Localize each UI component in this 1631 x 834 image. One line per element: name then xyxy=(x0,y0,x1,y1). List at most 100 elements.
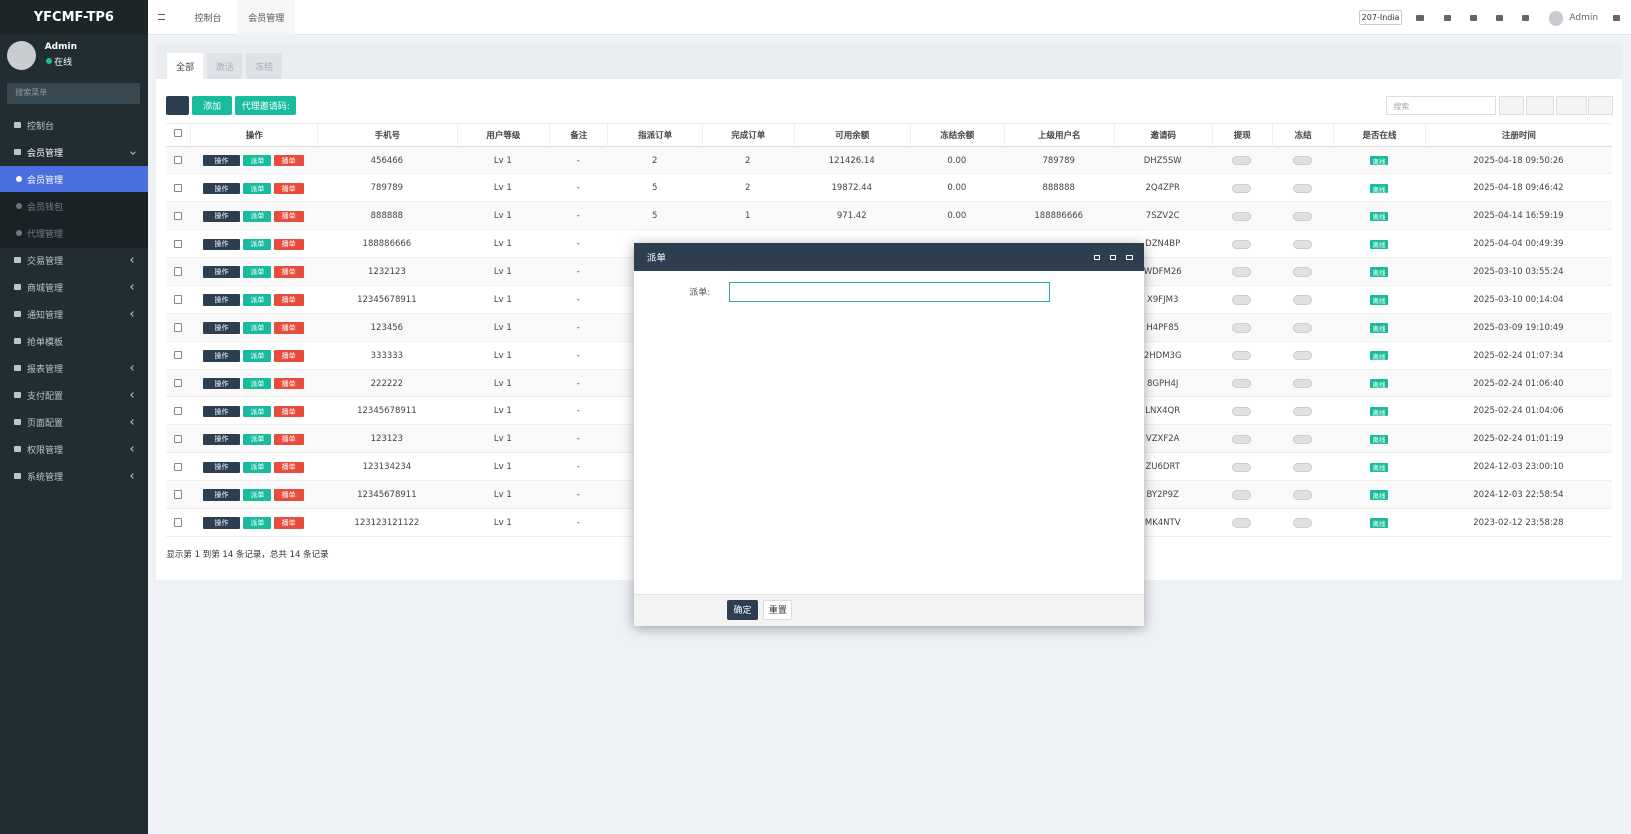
menu-item[interactable]: 控制台 xyxy=(27,121,55,132)
menu-item[interactable]: 报表管理 xyxy=(27,365,64,376)
toggle[interactable] xyxy=(1232,323,1252,333)
toggle[interactable] xyxy=(1232,434,1252,445)
checkbox[interactable] xyxy=(173,462,182,471)
column-header[interactable]: 用户等级 xyxy=(456,122,550,147)
lang-select[interactable]: 207-India xyxy=(1359,10,1402,25)
panel-tab[interactable]: 全部 xyxy=(167,53,203,80)
row-action-btn[interactable]: 操作 xyxy=(202,294,241,306)
column-header[interactable]: 完成订单 xyxy=(702,122,794,147)
invite-btn[interactable]: 代理邀请码: xyxy=(235,95,297,116)
top-tab[interactable]: 控制台 xyxy=(194,14,222,25)
toggle[interactable] xyxy=(1232,462,1252,472)
row-action-btn[interactable]: 操作 xyxy=(202,154,241,167)
column-header[interactable]: 邀请码 xyxy=(1113,122,1212,147)
row-action-btn[interactable]: 操作 xyxy=(202,377,241,390)
top-icon[interactable] xyxy=(1613,14,1621,21)
row-action-btn[interactable]: 派单 xyxy=(243,377,272,390)
top-user[interactable]: Admin xyxy=(1569,12,1599,23)
modal-control[interactable] xyxy=(1126,254,1133,260)
checkbox[interactable] xyxy=(173,211,182,221)
toggle[interactable] xyxy=(1293,323,1312,333)
menu-item[interactable]: 权限管理 xyxy=(27,446,64,457)
toggle[interactable] xyxy=(1232,211,1252,222)
toggle[interactable] xyxy=(1293,490,1312,500)
row-action-btn[interactable]: 播单 xyxy=(273,489,304,501)
row-action-btn[interactable]: 操作 xyxy=(202,210,241,223)
tool-btn[interactable] xyxy=(1555,95,1588,116)
panel-tab[interactable]: 冻结 xyxy=(246,53,282,80)
top-icon[interactable] xyxy=(1443,14,1451,21)
submenu-item[interactable]: 代理管理 xyxy=(27,229,64,240)
checkbox[interactable] xyxy=(173,378,182,388)
refresh-btn[interactable] xyxy=(166,95,190,116)
column-header[interactable]: 备注 xyxy=(549,122,607,147)
row-action-btn[interactable]: 操作 xyxy=(202,489,241,501)
checkbox[interactable] xyxy=(173,406,182,416)
row-action-btn[interactable]: 操作 xyxy=(202,266,241,278)
table-search[interactable]: 搜索 xyxy=(1386,95,1496,116)
row-action-btn[interactable]: 派单 xyxy=(243,517,272,529)
checkbox[interactable] xyxy=(173,434,182,444)
row-action-btn[interactable]: 播单 xyxy=(273,461,304,473)
modal-control[interactable] xyxy=(1094,254,1101,260)
tool-btn[interactable] xyxy=(1588,95,1614,116)
column-header[interactable]: 上级用户名 xyxy=(1003,122,1114,147)
row-action-btn[interactable]: 播单 xyxy=(273,266,304,278)
toggle[interactable] xyxy=(1293,183,1312,194)
toggle[interactable] xyxy=(1293,239,1312,249)
menu-search[interactable]: 搜索菜单 xyxy=(7,83,141,104)
checkbox[interactable] xyxy=(173,183,182,193)
tool-btn[interactable] xyxy=(1525,95,1554,116)
menu-item[interactable]: 支付配置 xyxy=(27,392,64,403)
toggle[interactable] xyxy=(1293,267,1312,277)
toggle[interactable] xyxy=(1232,378,1252,389)
checkbox[interactable] xyxy=(173,518,182,527)
toggle[interactable] xyxy=(1293,295,1312,305)
checkbox[interactable] xyxy=(173,323,182,332)
panel-tab[interactable]: 激活 xyxy=(206,53,243,80)
submenu-item[interactable]: 会员钱包 xyxy=(27,202,64,213)
menu-item[interactable]: 商城管理 xyxy=(27,284,64,295)
checkbox[interactable] xyxy=(173,239,182,248)
row-action-btn[interactable]: 派单 xyxy=(243,350,272,362)
toggle[interactable] xyxy=(1232,518,1252,528)
checkbox[interactable] xyxy=(173,156,182,165)
column-header[interactable]: 冻结余额 xyxy=(910,122,1004,147)
row-action-btn[interactable]: 播单 xyxy=(273,182,304,195)
confirm-btn[interactable]: 确定 xyxy=(726,600,759,620)
row-action-btn[interactable]: 播单 xyxy=(273,294,304,306)
top-icon[interactable] xyxy=(1469,14,1477,21)
row-action-btn[interactable]: 操作 xyxy=(202,238,241,250)
row-action-btn[interactable]: 派单 xyxy=(243,489,272,501)
row-action-btn[interactable]: 派单 xyxy=(243,182,272,195)
column-header[interactable]: 冻结 xyxy=(1271,122,1333,147)
row-action-btn[interactable]: 操作 xyxy=(202,517,241,529)
top-icon[interactable] xyxy=(1495,14,1503,21)
row-action-btn[interactable]: 派单 xyxy=(243,210,272,223)
toggle[interactable] xyxy=(1293,518,1312,528)
row-action-btn[interactable]: 操作 xyxy=(202,350,241,362)
toggle[interactable] xyxy=(1293,351,1312,361)
column-header[interactable]: 注册时间 xyxy=(1424,122,1612,147)
field-input[interactable] xyxy=(729,281,1051,302)
toggle[interactable] xyxy=(1293,156,1312,166)
add-btn[interactable]: 添加 xyxy=(192,95,232,116)
row-action-btn[interactable]: 派单 xyxy=(243,433,272,446)
menu-item[interactable]: 抢单模板 xyxy=(27,338,64,349)
row-action-btn[interactable]: 派单 xyxy=(243,238,272,250)
row-action-btn[interactable]: 播单 xyxy=(273,154,304,167)
reset-btn[interactable]: 重置 xyxy=(763,600,793,620)
column-header[interactable]: 手机号 xyxy=(317,122,456,147)
row-action-btn[interactable]: 播单 xyxy=(273,210,304,223)
row-action-btn[interactable]: 派单 xyxy=(243,322,272,334)
checkbox[interactable] xyxy=(173,295,182,304)
row-action-btn[interactable]: 播单 xyxy=(273,238,304,250)
menu-item[interactable]: 交易管理 xyxy=(27,257,64,267)
modal-control[interactable] xyxy=(1109,254,1116,260)
toggle[interactable] xyxy=(1293,211,1312,222)
column-header[interactable]: 可用余额 xyxy=(793,122,910,147)
column-header[interactable]: 指派订单 xyxy=(607,122,702,147)
toggle[interactable] xyxy=(1232,406,1252,417)
row-action-btn[interactable]: 播单 xyxy=(273,433,304,446)
menu-toggle[interactable] xyxy=(158,13,166,20)
